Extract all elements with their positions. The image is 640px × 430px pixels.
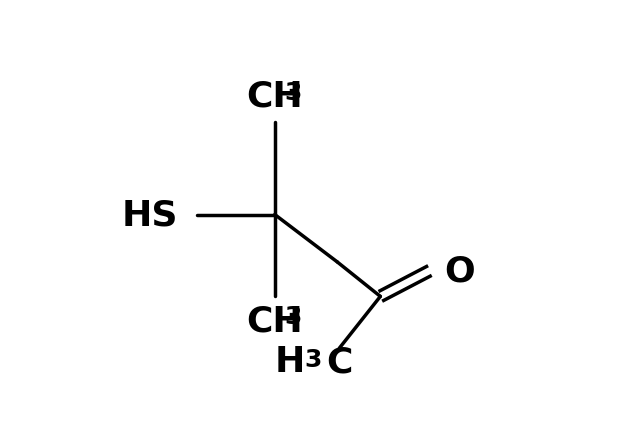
- Text: CH: CH: [246, 304, 303, 337]
- Text: H: H: [275, 344, 305, 378]
- Text: O: O: [445, 254, 476, 288]
- Text: 3: 3: [284, 304, 301, 328]
- Text: CH: CH: [246, 80, 303, 114]
- Text: HS: HS: [122, 198, 178, 232]
- Text: 3: 3: [284, 80, 301, 104]
- Text: 3: 3: [305, 347, 322, 371]
- Text: C: C: [326, 344, 353, 378]
